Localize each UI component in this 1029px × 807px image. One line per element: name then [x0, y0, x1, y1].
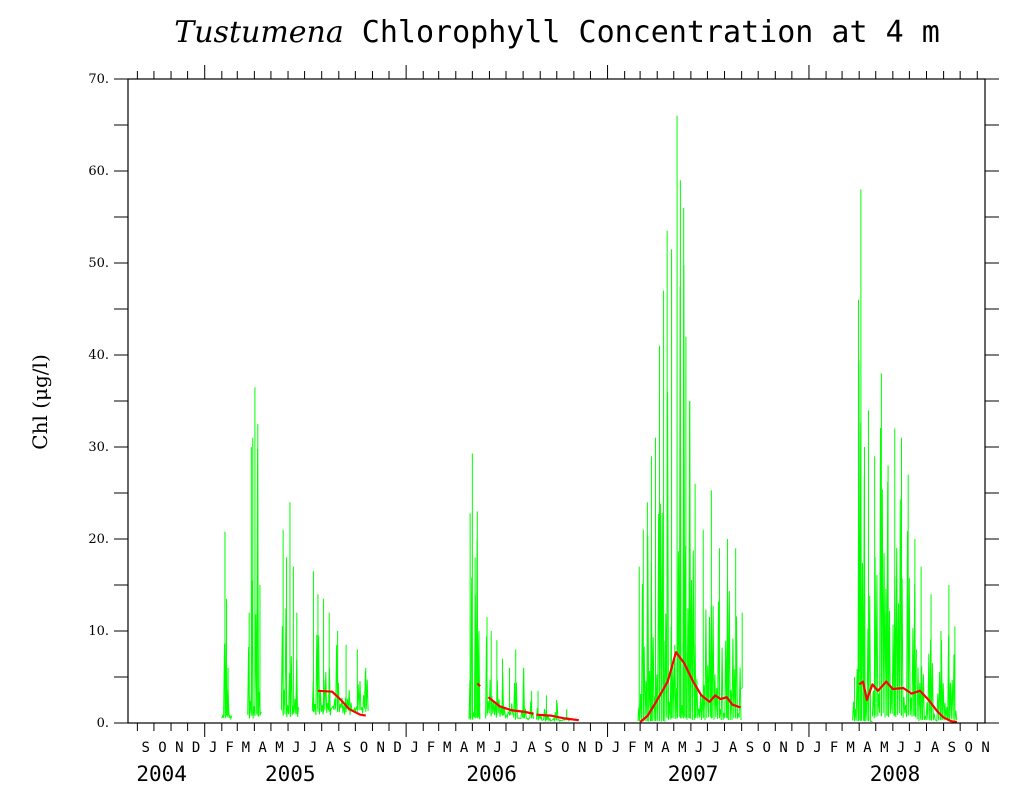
x-year-label: 2007	[668, 762, 719, 786]
x-month-label: F	[225, 740, 233, 756]
x-month-label: S	[141, 740, 149, 756]
x-month-label: J	[209, 740, 217, 756]
x-month-label: A	[258, 740, 267, 756]
x-month-label: A	[931, 740, 940, 756]
raw-segment	[311, 634, 369, 716]
x-month-label: A	[661, 740, 670, 756]
x-month-label: A	[729, 740, 738, 756]
x-month-label: A	[527, 740, 536, 756]
y-tick-label: 50.	[88, 256, 109, 271]
x-month-label: N	[578, 740, 586, 756]
x-month-label: O	[561, 740, 569, 756]
y-tick-label: 60.	[88, 164, 109, 179]
x-year-label: 2008	[870, 762, 921, 786]
x-month-label: J	[494, 740, 502, 756]
x-month-label: S	[343, 740, 351, 756]
x-month-label: J	[410, 740, 418, 756]
smoothed-segment	[476, 682, 481, 687]
y-tick-label: 10.	[88, 624, 109, 639]
y-tick-label: 30.	[88, 440, 109, 455]
x-month-label: D	[595, 740, 603, 756]
smoothed-segment	[487, 696, 534, 715]
x-month-label: S	[544, 740, 552, 756]
x-month-label: J	[897, 740, 905, 756]
x-month-label: S	[948, 740, 956, 756]
x-month-label: J	[309, 740, 317, 756]
raw-segment	[535, 702, 571, 723]
chart-title-italic: Tustumena	[174, 15, 344, 50]
x-month-label: M	[644, 740, 652, 756]
raw-segment	[741, 686, 743, 690]
chart-title: Tustumena Chlorophyll Concentration at 4…	[174, 15, 940, 50]
x-month-label: J	[612, 740, 620, 756]
x-month-label: J	[712, 740, 720, 756]
x-month-label: D	[393, 740, 401, 756]
raw-segment	[247, 448, 262, 719]
x-month-label: F	[427, 740, 435, 756]
raw-segment	[637, 503, 666, 722]
x-month-label: D	[796, 740, 804, 756]
raw-segment	[485, 636, 514, 720]
x-month-label: F	[830, 740, 838, 756]
x-month-label: M	[678, 740, 686, 756]
x-month-label: M	[880, 740, 888, 756]
x-month-label: J	[813, 740, 821, 756]
x-month-label: J	[510, 740, 518, 756]
x-month-label: M	[477, 740, 485, 756]
plot-axes: 0.10.20.30.40.50.60.70.S O N D J F M A M J J A S O N D J…	[88, 65, 999, 786]
x-month-label: O	[360, 740, 368, 756]
raw-segment	[852, 360, 873, 723]
x-month-label: O	[763, 740, 771, 756]
raw-segment	[871, 428, 917, 719]
raw-segment	[664, 264, 687, 720]
x-month-label: J	[695, 740, 703, 756]
y-tick-label: 0.	[97, 716, 109, 731]
x-month-label: M	[275, 740, 283, 756]
x-month-label: N	[779, 740, 787, 756]
x-year-label: 2004	[136, 762, 187, 786]
x-month-label: A	[460, 740, 469, 756]
smoothed-segment	[858, 680, 958, 724]
x-month-label: F	[628, 740, 636, 756]
y-tick-label: 40.	[88, 348, 109, 363]
x-month-label: A	[326, 740, 335, 756]
raw-segment	[468, 539, 481, 720]
x-month-label: M	[242, 740, 250, 756]
x-month-label: M	[846, 740, 854, 756]
x-month-label: O	[158, 740, 166, 756]
x-month-label: N	[175, 740, 183, 756]
x-month-label: J	[292, 740, 300, 756]
y-tick-label: 20.	[88, 532, 109, 547]
x-month-label: S	[746, 740, 754, 756]
raw-segment	[686, 401, 742, 721]
y-tick-label: 70.	[88, 72, 109, 87]
x-month-label: O	[965, 740, 973, 756]
x-month-label: M	[443, 740, 451, 756]
smoothed-segment	[639, 651, 741, 723]
x-month-label: N	[981, 740, 989, 756]
raw-segment	[221, 642, 233, 721]
x-year-label: 2006	[466, 762, 517, 786]
smoothed-chlorophyll-series	[317, 651, 958, 724]
raw-chlorophyll-series	[221, 115, 958, 723]
x-month-label: D	[192, 740, 200, 756]
x-month-label: J	[914, 740, 922, 756]
raw-segment	[280, 608, 299, 718]
y-axis-label: Chl (μg/l)	[28, 354, 52, 449]
smoothed-segment	[317, 689, 366, 717]
x-month-label: A	[863, 740, 872, 756]
x-month-label: N	[377, 740, 385, 756]
raw-segment	[916, 635, 958, 723]
x-year-label: 2005	[265, 762, 316, 786]
smoothed-segment	[536, 713, 579, 722]
chart-title-rest: Chlorophyll Concentration at 4 m	[344, 15, 940, 50]
